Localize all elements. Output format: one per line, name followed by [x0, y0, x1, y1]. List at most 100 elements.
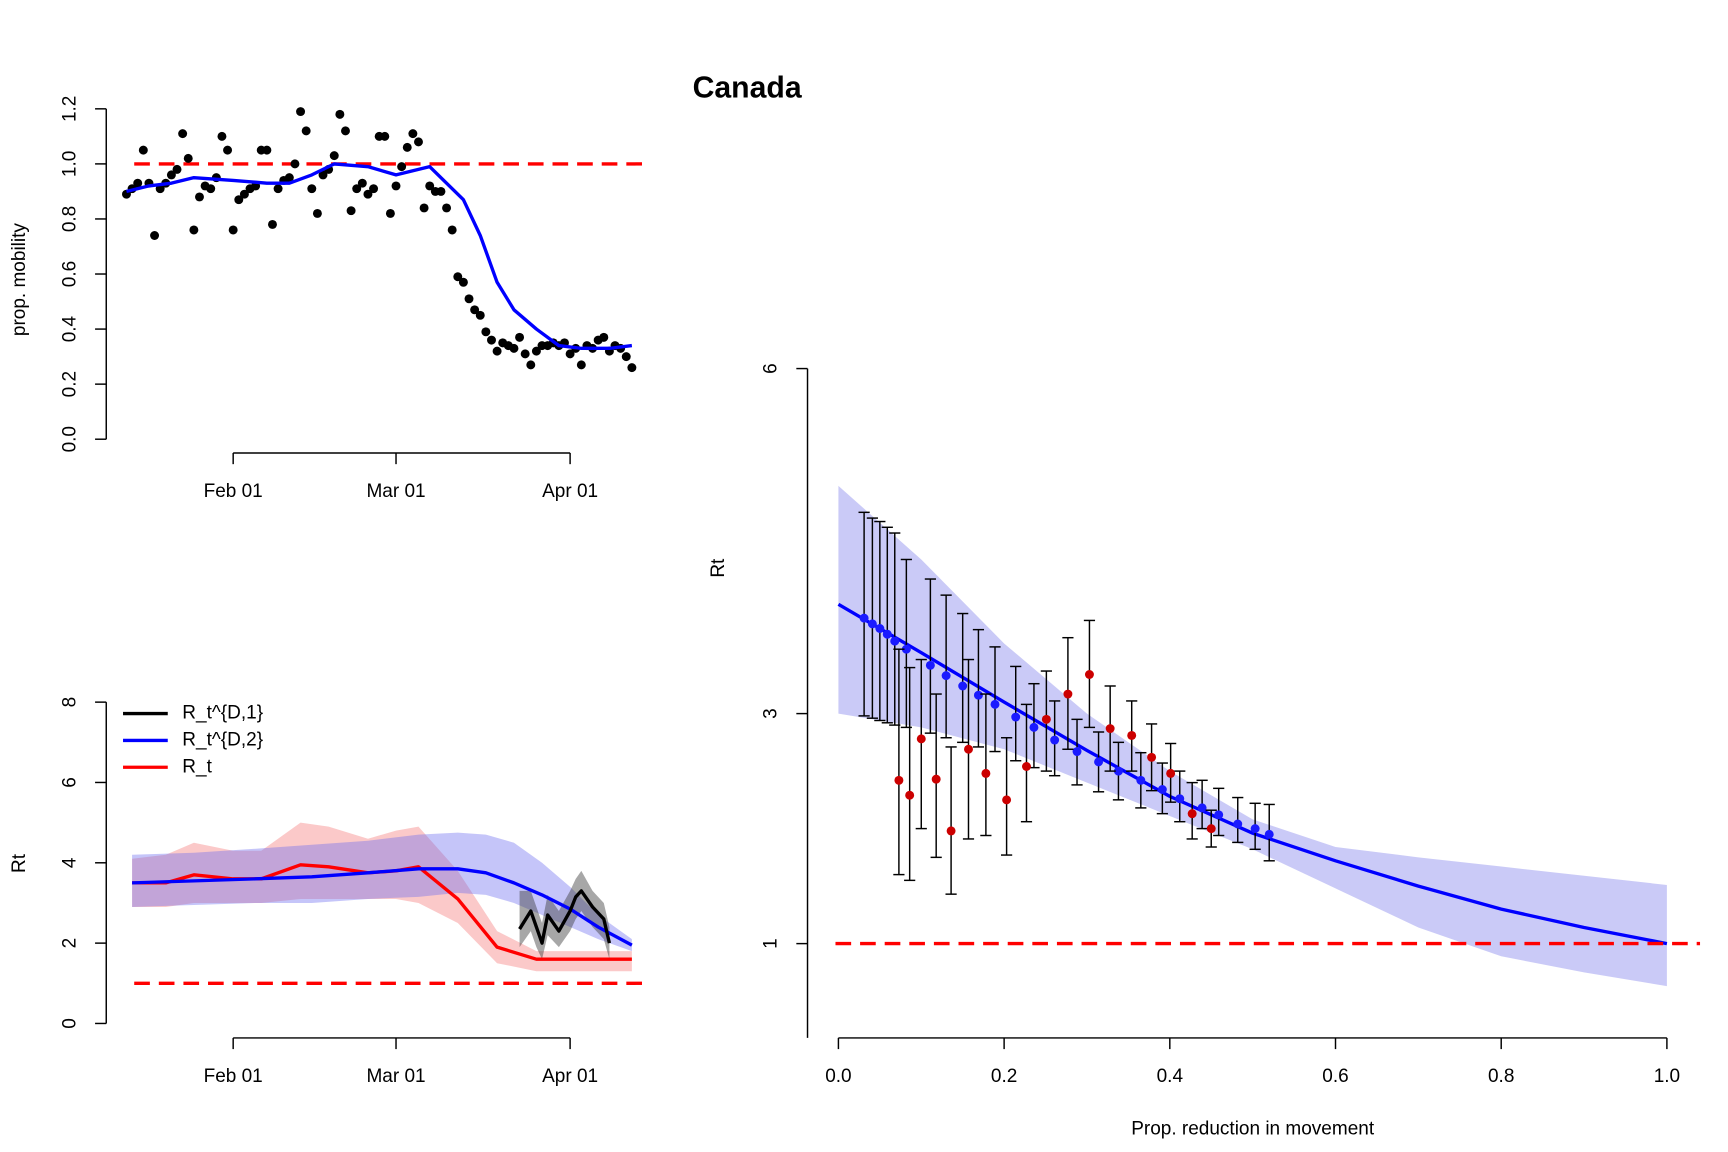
confidence-band — [132, 832, 632, 952]
x-tick-label: 0.4 — [1157, 1066, 1184, 1087]
data-point — [195, 192, 204, 202]
confidence-band — [132, 822, 632, 972]
x-tick-label: Apr 01 — [542, 1066, 598, 1087]
data-point — [1063, 689, 1073, 699]
data-point — [138, 145, 148, 155]
error-bar — [874, 520, 886, 722]
data-point — [1011, 712, 1021, 722]
data-point — [397, 162, 407, 172]
data-point — [599, 332, 609, 342]
data-point — [526, 360, 536, 370]
y-axis-label: prop. mobility — [9, 223, 30, 336]
x-tick-label: 1.0 — [1654, 1066, 1680, 1087]
data-point — [296, 107, 306, 117]
data-point — [425, 181, 435, 191]
error-bar — [972, 628, 985, 748]
confidence-band — [838, 485, 1667, 987]
y-tick-label: 3 — [761, 708, 782, 719]
data-point — [859, 613, 869, 623]
data-point — [419, 203, 429, 213]
data-point — [262, 145, 272, 155]
error-bar — [893, 648, 905, 876]
data-point — [509, 343, 519, 353]
data-point — [223, 145, 233, 155]
data-point — [346, 206, 356, 216]
data-point — [1264, 829, 1274, 839]
data-point — [464, 294, 474, 304]
data-point — [234, 195, 244, 205]
data-point — [941, 671, 951, 681]
data-point — [357, 178, 367, 188]
data-point — [946, 826, 956, 836]
data-point — [1187, 809, 1197, 819]
data-point — [408, 129, 418, 139]
data-point — [973, 690, 983, 700]
data-point — [1136, 775, 1146, 785]
data-point — [1147, 752, 1157, 762]
legend-label: R_t — [182, 756, 212, 777]
data-point — [284, 173, 294, 183]
data-point — [228, 225, 238, 235]
data-point — [341, 126, 350, 136]
data-point — [273, 184, 283, 194]
data-point — [1072, 747, 1082, 757]
data-point — [1233, 819, 1243, 829]
data-point — [329, 151, 339, 161]
error-bar — [957, 612, 969, 744]
error-bar — [904, 666, 916, 882]
error-bar — [980, 693, 992, 837]
error-bar — [915, 658, 927, 830]
data-point — [1029, 722, 1039, 732]
data-point — [1197, 803, 1207, 813]
data-point — [189, 225, 199, 235]
data-point — [178, 129, 188, 139]
error-bar — [940, 594, 952, 739]
figure-title: Canada — [693, 71, 802, 104]
error-bar — [866, 517, 878, 719]
y-tick-label: 0 — [59, 1018, 80, 1029]
data-point — [1050, 735, 1060, 745]
data-point — [172, 164, 182, 174]
y-tick-label: 1 — [761, 938, 782, 949]
data-point — [239, 189, 249, 199]
data-point — [458, 277, 468, 287]
data-point — [442, 203, 452, 213]
data-point — [964, 744, 973, 754]
data-point — [1105, 724, 1115, 734]
data-point — [867, 619, 877, 629]
y-tick-label: 0.2 — [59, 371, 80, 397]
data-point — [268, 219, 277, 229]
data-point — [217, 131, 227, 141]
y-axis-label: Rt — [708, 558, 729, 578]
data-point — [515, 332, 525, 342]
y-tick-label: 1.0 — [59, 151, 80, 177]
y-axis-label: Rt — [9, 853, 30, 873]
data-point — [1113, 766, 1123, 776]
x-tick-label: 0.0 — [825, 1066, 851, 1087]
y-tick-label: 1.2 — [59, 96, 80, 122]
data-point — [150, 231, 160, 240]
data-point — [307, 184, 317, 194]
y-tick-label: 8 — [59, 697, 80, 708]
data-point — [369, 184, 379, 194]
data-point — [487, 335, 496, 345]
error-bar — [989, 646, 1001, 753]
data-point — [901, 644, 911, 654]
y-tick-label: 0.6 — [59, 261, 80, 287]
data-point — [882, 629, 892, 639]
error-bar — [881, 526, 893, 724]
x-tick-label: Feb 01 — [204, 1066, 263, 1087]
legend-label: R_t^{D,1} — [182, 703, 263, 724]
data-point — [905, 790, 915, 800]
data-point — [925, 660, 935, 670]
data-point — [627, 363, 637, 373]
data-point — [453, 272, 463, 282]
data-point — [391, 181, 401, 191]
data-point — [621, 352, 631, 362]
data-point — [1206, 824, 1216, 834]
data-point — [1127, 730, 1137, 740]
data-point — [166, 170, 176, 180]
data-point — [447, 225, 457, 235]
data-point — [290, 159, 300, 169]
